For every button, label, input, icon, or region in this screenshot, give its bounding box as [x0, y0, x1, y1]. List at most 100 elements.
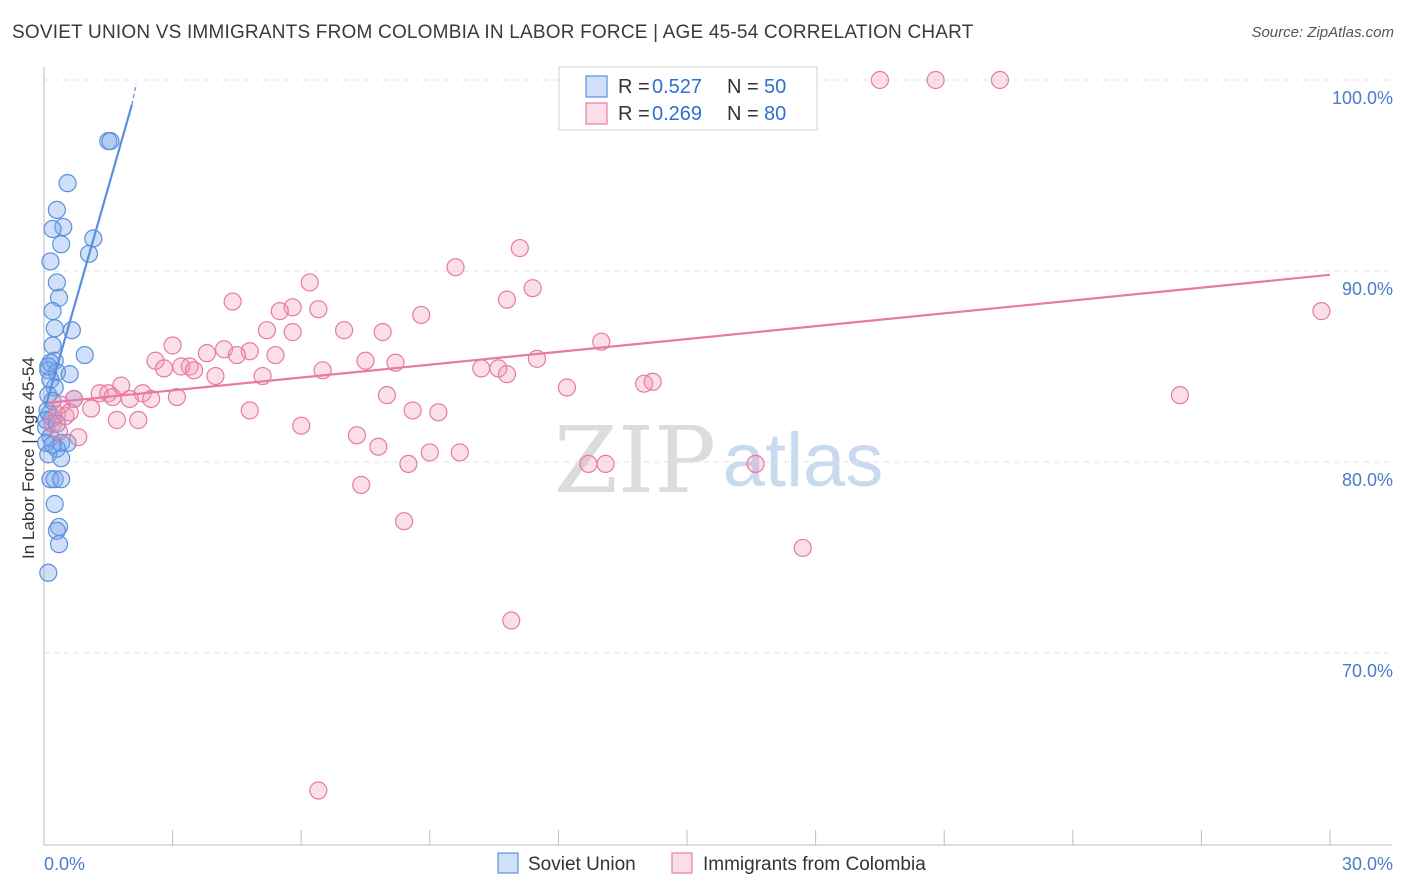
chart-title: SOVIET UNION VS IMMIGRANTS FROM COLOMBIA… [12, 22, 974, 43]
colombia-point [926, 70, 945, 90]
soviet-union-point [39, 563, 58, 582]
legend-r-label-2: R = [618, 103, 650, 125]
soviet-union-point [75, 345, 94, 365]
soviet-union-point [43, 336, 62, 355]
series-swatch-colombia [671, 852, 693, 874]
colombia-point [82, 399, 101, 418]
y-tick-label: 70.0% [1342, 661, 1393, 681]
colombia-point [497, 290, 517, 309]
gridlines [44, 79, 1392, 654]
colombia-point [270, 302, 289, 321]
y-tick-label: 80.0% [1342, 470, 1393, 490]
soviet-union-point [47, 521, 66, 540]
soviet-union-point [45, 319, 64, 338]
colombia-point [557, 378, 577, 397]
correlation-legend: R = 0.527 N = 50 R = 0.269 N = 80 [558, 66, 818, 131]
soviet-union-point [45, 494, 64, 514]
series-legend: Soviet Union Immigrants from Colombia [497, 852, 926, 875]
soviet-union-point [45, 470, 64, 489]
colombia-point [266, 345, 285, 365]
trend-lines [45, 83, 1331, 406]
colombia-point [373, 323, 392, 342]
colombia-point [129, 410, 148, 430]
legend-n-label-2: N = [727, 103, 759, 125]
soviet-union-point [58, 174, 77, 193]
legend-r-value-1: 0.527 [652, 76, 702, 98]
legend-n-label-1: N = [727, 76, 759, 98]
colombia-point [403, 401, 422, 420]
colombia-point [377, 386, 397, 405]
colombia-point [142, 389, 161, 409]
colombia-point [523, 279, 542, 298]
soviet-union-point [49, 535, 69, 554]
colombia-point [309, 300, 328, 319]
colombia-point [1170, 386, 1190, 405]
soviet-union-point [52, 449, 71, 468]
source-credit: Source: ZipAtlas.com [1251, 24, 1394, 41]
colombia-point [240, 401, 259, 420]
soviet-union-point [43, 219, 62, 239]
y-axis-label: In Labor Force | Age 45-54 [19, 357, 38, 559]
colombia-point [990, 70, 1010, 90]
soviet-union-point [43, 302, 62, 321]
colombia-point [1312, 302, 1331, 321]
data-points [37, 70, 1331, 800]
colombia-point [793, 538, 812, 558]
colombia-point [206, 366, 225, 386]
soviet-union-point [47, 273, 66, 292]
colombia-point [167, 387, 186, 407]
soviet-union-point [101, 132, 120, 151]
soviet-union-point [60, 365, 79, 384]
legend-n-value-2: 80 [764, 103, 786, 125]
colombia-point [356, 351, 375, 370]
colombia-trend-line [48, 273, 1331, 404]
legend-r-value-2: 0.269 [652, 103, 702, 125]
colombia-point [292, 416, 311, 435]
soviet-union-trend-line [45, 104, 133, 406]
axes [43, 67, 1392, 846]
y-tick-label: 100.0% [1332, 88, 1393, 108]
colombia-point [870, 70, 890, 90]
colombia-point [446, 258, 465, 277]
colombia-point [596, 454, 615, 474]
colombia-point [309, 781, 328, 800]
soviet-union-point [47, 200, 66, 219]
colombia-point [107, 410, 126, 430]
x-tick-label: 0.0% [44, 854, 85, 874]
colombia-point [746, 454, 765, 474]
colombia-point [347, 426, 367, 445]
colombia-point [163, 336, 182, 355]
soviet-union-point [41, 252, 60, 271]
colombia-point [369, 437, 388, 456]
soviet-union-point [37, 433, 56, 452]
soviet-union-point [52, 235, 71, 254]
colombia-point [510, 238, 529, 258]
colombia-point [394, 512, 414, 531]
soviet-union-point [52, 470, 71, 489]
colombia-point [643, 372, 662, 391]
x-tick-label: 30.0% [1342, 854, 1393, 874]
colombia-point [223, 292, 242, 311]
colombia-point [300, 273, 319, 292]
soviet-union-trend-extension [131, 83, 137, 105]
colombia-point [184, 361, 204, 380]
colombia-point [450, 443, 469, 462]
soviet-union-point [41, 470, 60, 489]
legend-swatch-colombia [585, 102, 608, 125]
colombia-point [60, 403, 79, 422]
series-label-colombia: Immigrants from Colombia [703, 854, 926, 875]
colombia-point [69, 428, 88, 447]
watermark-zip: ZIP [554, 407, 716, 514]
series-label-soviet-union: Soviet Union [528, 854, 636, 875]
colombia-point [43, 414, 62, 433]
legend-swatch-soviet-union [585, 75, 608, 98]
colombia-point [472, 359, 491, 378]
colombia-point [592, 332, 611, 351]
y-tick-labels: 70.0% 80.0% 90.0% 100.0% [1332, 88, 1393, 681]
colombia-point [502, 611, 521, 630]
colombia-point [154, 359, 174, 378]
colombia-point [227, 345, 246, 365]
colombia-point [334, 321, 354, 340]
colombia-point [497, 365, 517, 384]
